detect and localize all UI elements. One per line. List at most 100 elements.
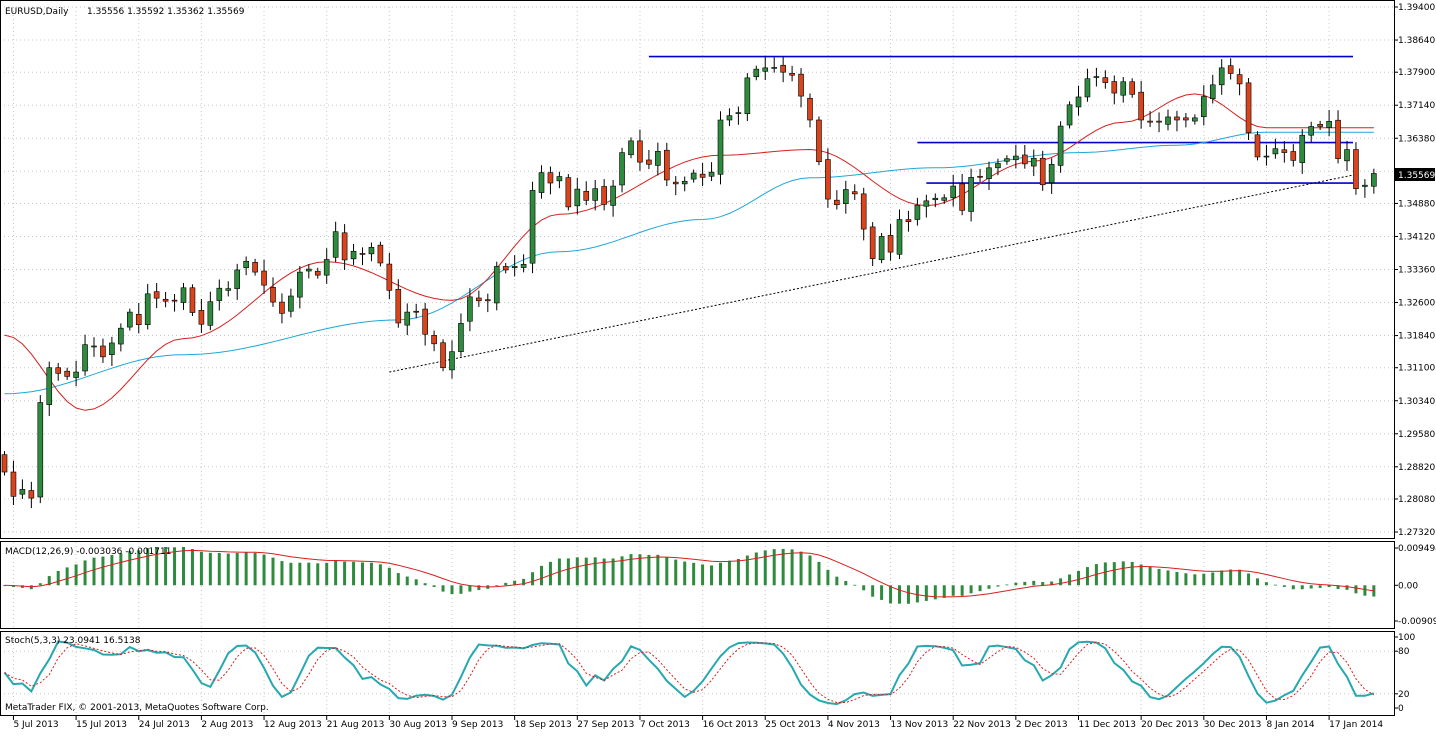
candle-body: [153, 291, 160, 299]
price-tick-label: 1.36380: [1398, 134, 1435, 144]
price-layer: [1, 55, 1377, 509]
candle-body: [91, 345, 97, 348]
price-tick-label: 1.28820: [1398, 463, 1435, 473]
macd-histogram-bar: [1256, 578, 1259, 586]
candle-body: [1353, 149, 1359, 189]
macd-histogram-bar: [629, 554, 633, 586]
candle-body: [592, 188, 599, 201]
candle-body: [834, 199, 840, 206]
stoch-tick-label: 100: [1398, 633, 1415, 643]
candle-body: [270, 287, 276, 303]
macd-histogram-bar: [1300, 585, 1304, 590]
stoch-label: Stoch(5,3,3) 23.0941 16.5138: [5, 636, 141, 646]
price-tick-label: 1.29580: [1398, 430, 1435, 440]
candle-body: [1317, 124, 1323, 127]
time-tick-label: 30 Aug 2013: [389, 720, 447, 730]
stoch-tick-label: 20: [1398, 690, 1410, 700]
candle-body: [413, 310, 420, 313]
macd-histogram-bar: [593, 557, 597, 586]
candle-body: [162, 298, 169, 302]
macd-histogram-bar: [674, 559, 678, 586]
candle-body: [1013, 155, 1019, 161]
candle-body: [1165, 116, 1171, 125]
candle-body: [404, 311, 411, 326]
time-tick-label: 21 Aug 2013: [327, 720, 385, 730]
current-price-box: [1395, 168, 1435, 181]
candle-body: [735, 112, 742, 114]
macd-histogram-bar: [38, 583, 42, 586]
macd-histogram-bar: [1193, 574, 1197, 586]
time-tick-label: 2 Dec 2013: [1016, 720, 1068, 730]
candle-body: [699, 173, 706, 178]
macd-histogram-bar: [1309, 585, 1313, 589]
macd-panel-frame: [0, 541, 1395, 629]
candle-body: [1039, 157, 1046, 186]
macd-histogram-bar: [754, 552, 758, 586]
candle-body: [905, 219, 912, 222]
candle-body: [762, 67, 769, 72]
macd-histogram-bar: [459, 585, 463, 594]
macd-histogram-bar: [1363, 585, 1367, 596]
candle-body: [1227, 65, 1234, 74]
candle-body: [359, 253, 366, 255]
frame-layer: [0, 0, 1395, 716]
candle-body: [1236, 74, 1243, 85]
candle-body: [663, 149, 670, 181]
macd-histogram-bar: [387, 567, 391, 586]
candle-body: [1120, 81, 1127, 96]
macd-histogram-bar: [620, 556, 624, 586]
candle-body: [440, 342, 446, 369]
stoch-layer: [3, 640, 1375, 706]
time-tick-label: 11 Dec 2013: [1079, 720, 1137, 730]
macd-histogram-bar: [217, 553, 221, 586]
candle-body: [493, 266, 500, 304]
macd-histogram-bar: [369, 562, 373, 586]
macd-histogram-bar: [522, 578, 526, 586]
macd-histogram-bar: [987, 585, 991, 589]
candle-body: [1335, 119, 1341, 159]
candle-body: [1192, 117, 1198, 122]
candle-body: [556, 176, 563, 182]
macd-histogram-bar: [638, 554, 642, 586]
macd-histogram-bar: [745, 555, 749, 586]
price-panel-frame: [0, 0, 1395, 539]
macd-histogram-bar: [316, 563, 320, 586]
candle-body: [180, 287, 187, 303]
macd-histogram-bar: [1372, 585, 1376, 597]
macd-histogram-bar: [540, 565, 543, 586]
price-tick-label: 1.37140: [1398, 101, 1435, 111]
price-tick-label: 1.39400: [1398, 3, 1435, 13]
candle-body: [914, 204, 921, 220]
time-tick-label: 27 Sep 2013: [577, 720, 634, 730]
macd-histogram-bar: [951, 585, 955, 596]
candle-body: [73, 371, 79, 378]
copyright-label: MetaTrader FIX, © 2001-2013, MetaQuotes …: [5, 703, 269, 713]
time-tick-label: 7 Oct 2013: [640, 720, 690, 730]
macd-histogram-bar: [942, 585, 946, 598]
macd-histogram-bar: [29, 585, 33, 590]
macd-histogram-bar: [862, 585, 866, 591]
macd-histogram-bar: [1112, 562, 1116, 586]
candle-body: [458, 323, 464, 352]
candle-body: [869, 226, 876, 259]
macd-histogram-bar: [978, 585, 982, 592]
macd-histogram-bar: [1005, 584, 1009, 586]
candle-body: [386, 263, 393, 291]
macd-histogram-bar: [692, 562, 696, 586]
macd-histogram-bar: [155, 547, 159, 586]
time-tick-label: 18 Sep 2013: [515, 720, 572, 730]
candle-body: [637, 140, 643, 163]
candle-body: [717, 119, 724, 175]
macd-histogram-bar: [128, 550, 132, 586]
candle-body: [1102, 77, 1109, 83]
candle-body: [1138, 91, 1144, 121]
macd-histogram-bar: [173, 547, 177, 586]
macd-histogram-bar: [164, 547, 168, 586]
macd-histogram-bar: [182, 547, 185, 586]
candle-body: [10, 471, 17, 497]
price-tick-label: 1.31840: [1398, 332, 1435, 342]
candle-body: [1362, 184, 1368, 187]
macd-histogram-bar: [289, 562, 293, 586]
macd-histogram-bar: [199, 551, 203, 586]
candle-body: [82, 344, 88, 372]
